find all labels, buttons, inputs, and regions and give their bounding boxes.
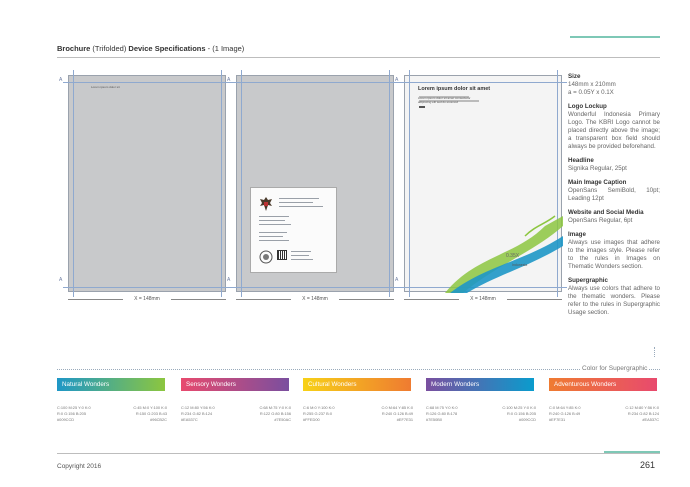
top-accent-line: [570, 36, 660, 38]
spec-heading: Logo Lockup: [568, 103, 607, 110]
panel-3: [399, 70, 567, 297]
color-value-left: C:6 M:0 Y:100 K:0: [303, 405, 335, 410]
page-title: Brochure (Trifolded) Device Specificatio…: [57, 44, 245, 53]
panel-3-headline: Lorem ipsum dolor sit amet: [418, 86, 491, 92]
corner-label: A: [227, 277, 231, 283]
dimension-label: X = 148mm: [68, 296, 226, 302]
color-value-right: R:234 G:82 B:124: [627, 411, 659, 416]
top-rule: [57, 57, 660, 58]
dotted-divider: [57, 369, 660, 370]
color-value-right: C:45 M:0 Y:100 K:0: [133, 405, 167, 410]
logo-text: Indonesia: [512, 263, 528, 267]
spec-body: Always use colors that adhere to the the…: [568, 285, 660, 316]
corner-label: A: [395, 77, 399, 83]
color-value-left: #FFED00: [303, 417, 320, 422]
page-number: 261: [640, 460, 656, 470]
supergraphic-wave-icon: [445, 215, 563, 293]
color-value-left: R:126 G:80 B:178: [426, 411, 458, 416]
color-value-right: #96CB2C: [150, 417, 167, 422]
color-value-left: R:240 G:126 B:49: [549, 411, 581, 416]
color-value-left: #009CCD: [57, 417, 75, 422]
supergraphic-title: Color for Supergraphic: [580, 365, 650, 372]
color-value-left: #EA537C: [181, 417, 198, 422]
corner-label: A: [59, 77, 63, 83]
color-value-right: #EA537C: [642, 417, 659, 422]
color-swatch: Natural Wonders: [57, 378, 165, 391]
color-value-left: C:68 M:75 Y:0 K:0: [426, 405, 458, 410]
color-value-left: #7E50B0: [426, 417, 443, 422]
color-value-right: C:12 M:80 Y:56 K:0: [625, 405, 659, 410]
color-swatch: Sensory Wonders: [181, 378, 289, 391]
logo-card: [250, 187, 337, 273]
copyright: Copyright 2016: [57, 463, 102, 470]
bottom-accent-line: [604, 451, 660, 453]
color-value-left: R:234 G:82 B:124: [181, 411, 213, 416]
color-value-right: #7E50AC: [274, 417, 291, 422]
bottom-rule: [57, 453, 660, 454]
garuda-emblem-icon: [260, 197, 272, 211]
spec-heading: Image: [568, 231, 586, 238]
color-swatch: Cultural Wonders: [303, 378, 411, 391]
color-value-right: #009CCD: [518, 417, 536, 422]
spec-heading: Supergraphic: [568, 277, 608, 284]
dotted-connector: [654, 347, 655, 357]
spec-body: 148mm x 210mm a = 0.05Y x 0.1X: [568, 81, 616, 96]
color-value-right: R:150 G:203 B:43: [135, 411, 167, 416]
corner-label: A: [227, 77, 231, 83]
color-value-right: C:68 M:75 Y:0 K:0: [259, 405, 291, 410]
panel-1: Lorem ipsum dolor sit: [63, 70, 231, 297]
spec-body: Signika Regular, 25pt: [568, 165, 627, 172]
color-value-left: R:255 G:237 B:0: [303, 411, 332, 416]
color-value-right: C:0 M:64 Y:85 K:0: [381, 405, 413, 410]
spec-heading: Size: [568, 73, 581, 80]
color-value-right: R:240 G:126 B:49: [381, 411, 413, 416]
color-value-left: C:12 M:80 Y:56 K:0: [181, 405, 215, 410]
dimension-label: X = 148mm: [236, 296, 394, 302]
corner-label: A: [59, 277, 63, 283]
color-value-left: R:0 G:156 B:205: [57, 411, 86, 416]
color-value-left: C:0 M:64 Y:85 K:0: [549, 405, 581, 410]
color-value-left: C:100 M:25 Y:0 K:0: [57, 405, 91, 410]
corner-label: A: [395, 277, 399, 283]
qr-code-icon: [277, 250, 287, 260]
wave-label: 0.35X: [506, 253, 520, 259]
spec-heading: Headline: [568, 157, 594, 164]
spec-heading: Website and Social Media: [568, 209, 644, 216]
color-swatch: Adventurous Wonders: [549, 378, 657, 391]
spec-body: OpenSans SemiBold, 10pt; Leading 12pt: [568, 187, 660, 202]
spec-body: Always use images that adhere to the ima…: [568, 239, 660, 270]
color-value-right: C:100 M:25 Y:0 K:0: [502, 405, 536, 410]
color-value-right: R:0 G:156 B:205: [507, 411, 536, 416]
color-value-right: #EF7E31: [396, 417, 413, 422]
color-swatch: Modern Wonders: [426, 378, 534, 391]
spec-body: Wonderful Indonesia Primary Logo. The KB…: [568, 111, 660, 150]
panel-1-text: Lorem ipsum dolor sit: [91, 85, 120, 89]
specs-column: Size 148mm x 210mm a = 0.05Y x 0.1X Logo…: [568, 73, 660, 317]
dimension-label: X = 148mm: [404, 296, 562, 302]
panel-3-body: Lorem ipsum dolor sit amet consectetur a…: [418, 96, 471, 104]
spec-heading: Main Image Caption: [568, 179, 627, 186]
color-value-right: R:122 G:80 B:156: [259, 411, 291, 416]
spec-body: OpenSans Regular, 6pt: [568, 217, 633, 224]
seal-icon: [259, 250, 273, 264]
color-value-left: #EF7E31: [549, 417, 566, 422]
